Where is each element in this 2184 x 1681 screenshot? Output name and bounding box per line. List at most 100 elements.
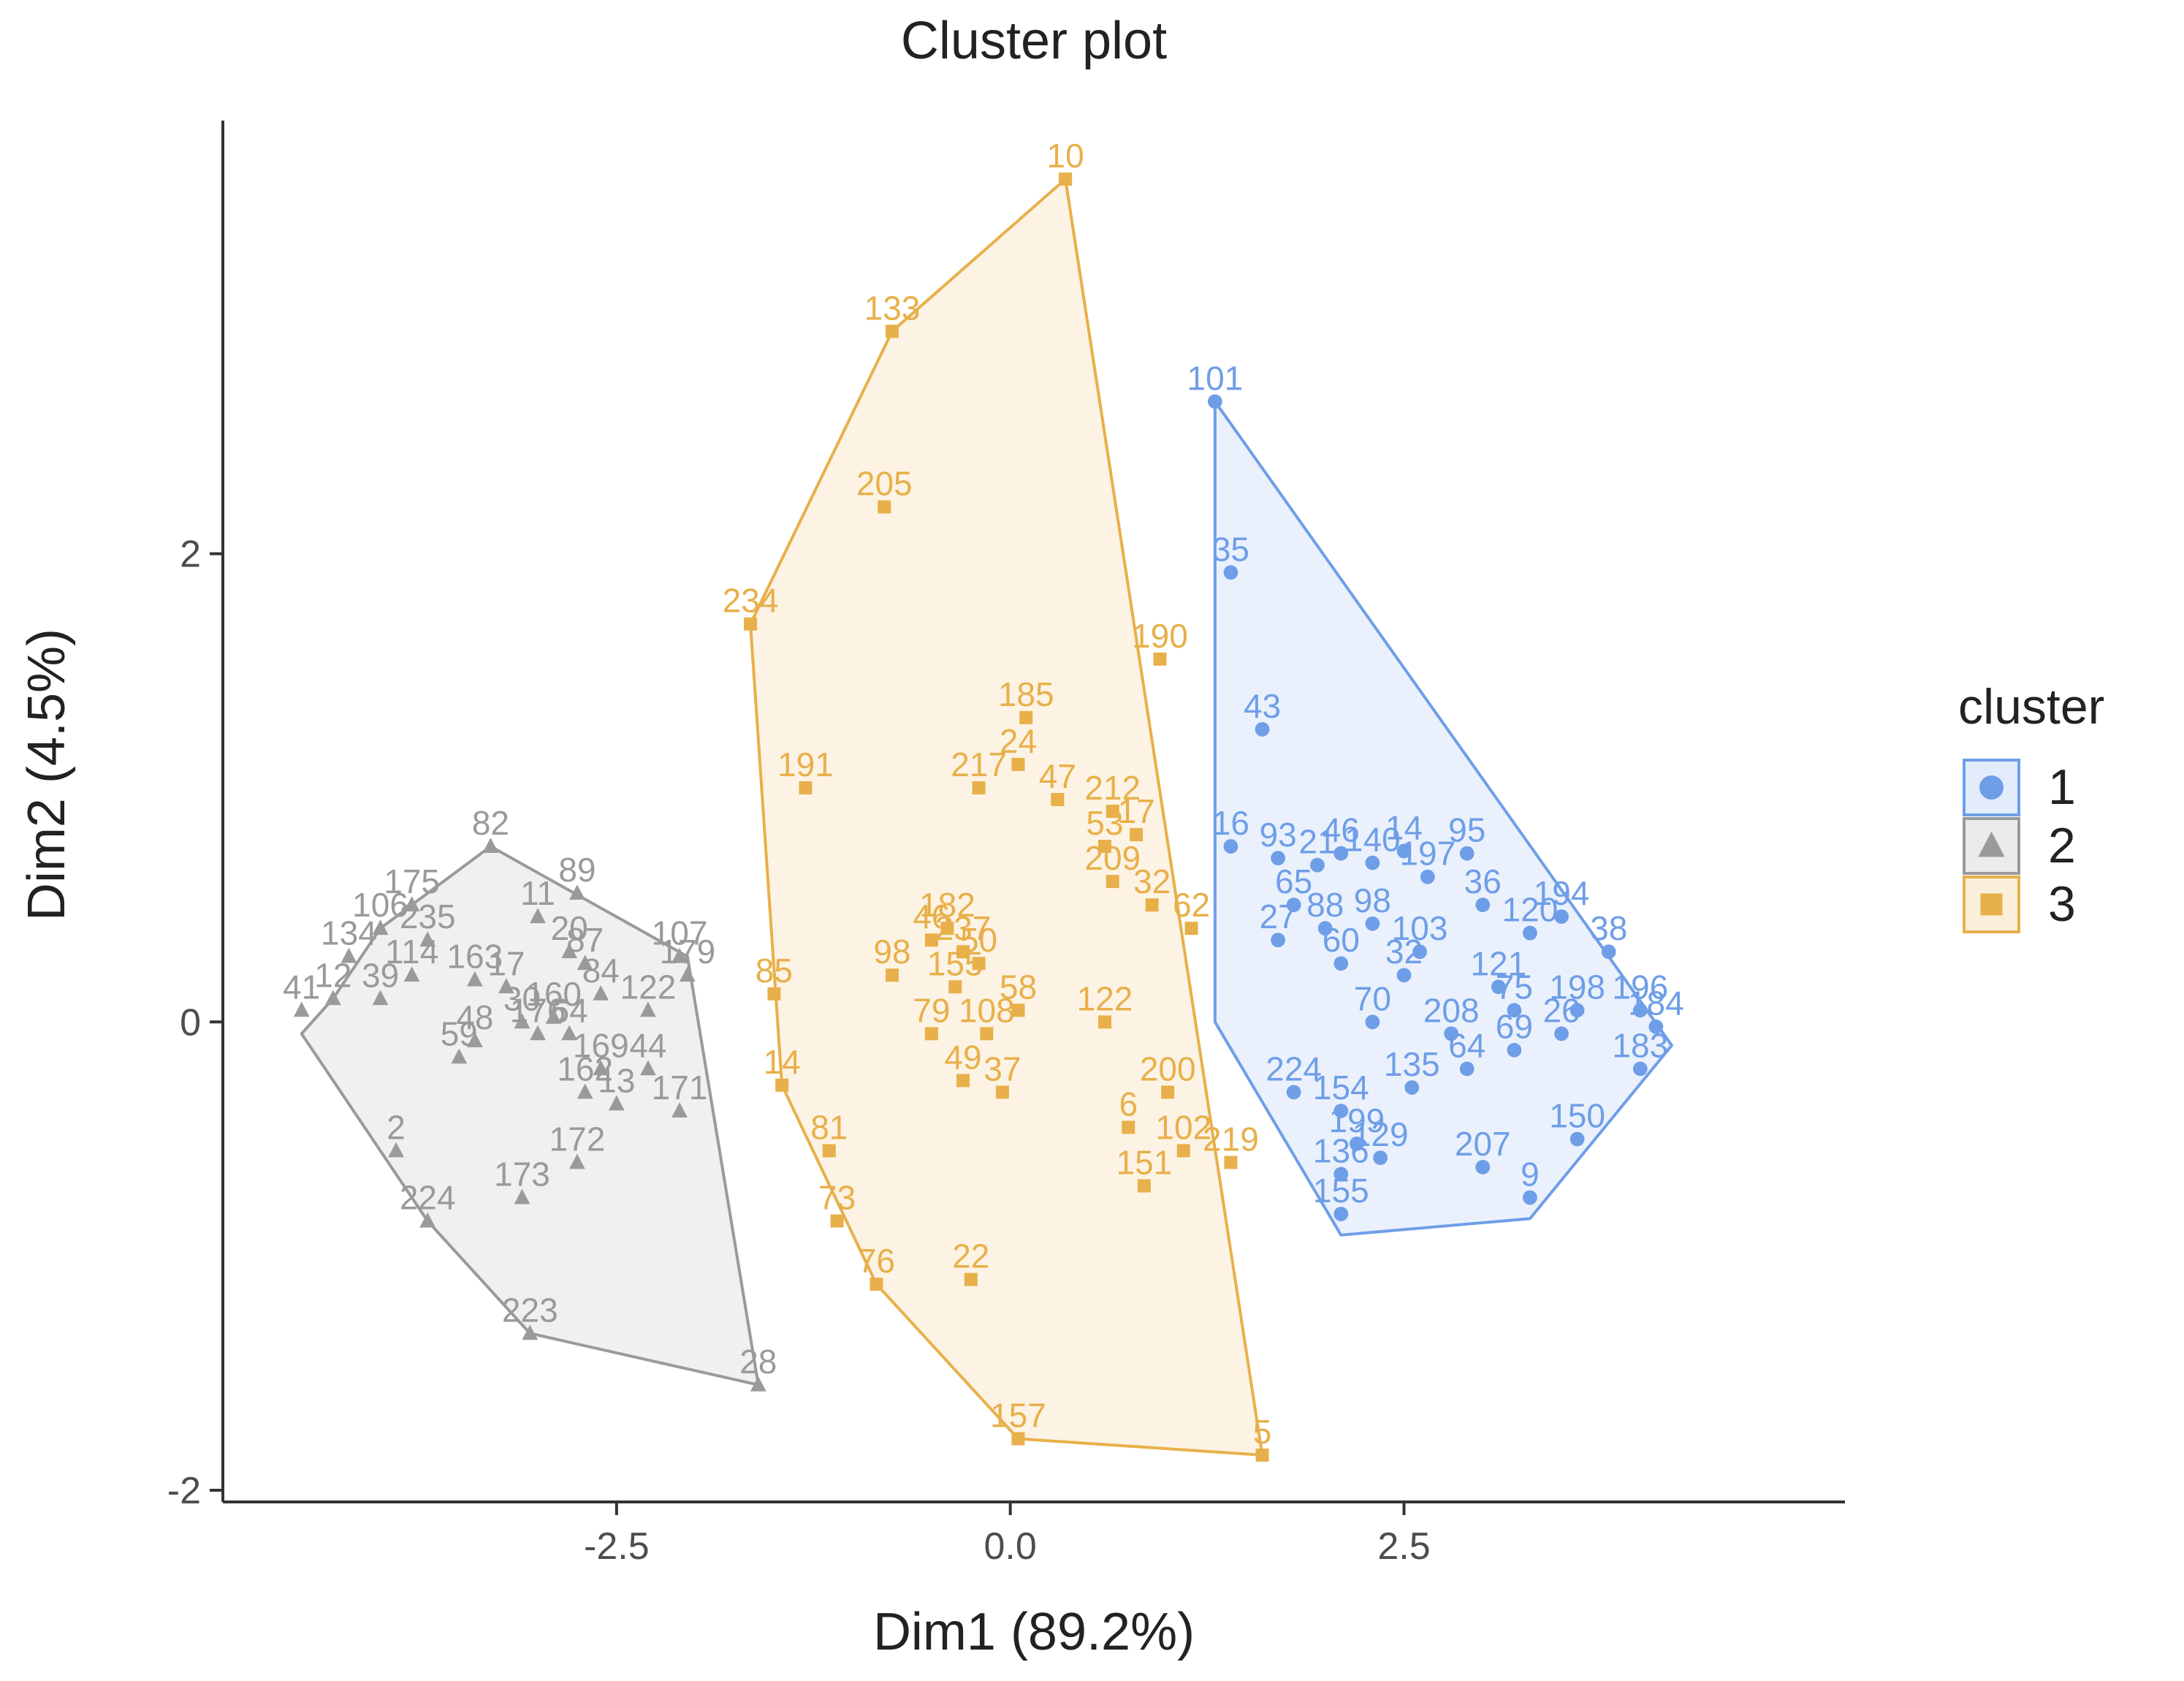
cluster-1-point-label: 208 [1423,991,1480,1029]
cluster-2-point-label: 160 [525,975,582,1013]
legend-label-3: 3 [2048,876,2076,932]
cluster-3-point [886,968,899,982]
cluster-2-point-label: 235 [400,898,456,936]
cluster-1-point [1569,1131,1585,1147]
cluster-3-point [948,980,962,994]
x-tick-label: -2.5 [584,1525,650,1568]
cluster-1-point [1286,898,1301,913]
cluster-1-point-label: 198 [1549,968,1605,1006]
cluster-2-point [679,966,696,982]
cluster-3-point [1255,1448,1269,1462]
cluster-2-point-label: 114 [385,933,438,971]
cluster-1-point [1365,855,1380,870]
cluster-3-point [956,945,970,959]
data-points [293,172,1664,1462]
cluster-1-point-label: 207 [1455,1125,1511,1163]
cluster-2-point-label: 107 [652,914,708,952]
cluster-1-point-label: 75 [1496,968,1533,1006]
cluster-3-point [1011,1003,1025,1017]
cluster-3-point [1137,1179,1151,1193]
cluster-3-point-label: 10 [1047,137,1084,175]
cluster-2-point-label: 176 [510,991,566,1029]
cluster-3-point-label: 190 [1132,617,1188,655]
cluster-2-point [324,990,341,1006]
cluster-2-point [577,1083,593,1099]
cluster-1-point-label: 32 [1385,933,1423,971]
cluster-1-point [1554,1026,1569,1041]
cluster-2-point [640,1001,656,1017]
cluster-3-point-label: 47 [1039,757,1076,795]
cluster-3-point [924,933,938,947]
cluster-3-point-label: 219 [1203,1120,1259,1158]
cluster-3-point [1011,1432,1025,1446]
cluster-3-point [1176,1144,1190,1158]
cluster-3-point-label: 79 [913,991,950,1029]
cluster-3-point-label: 76 [858,1242,895,1280]
cluster-3-point [1097,840,1111,854]
cluster-1-point [1310,857,1325,873]
cluster-3-point-label: 17 [1118,792,1155,830]
cluster-1-point-label: 95 [1448,811,1485,849]
cluster-1-point [1507,1003,1522,1018]
cluster-1-point [1317,921,1333,936]
cluster-1-point [1207,394,1222,409]
cluster-3-point-label: 151 [1116,1144,1172,1182]
cluster-2-point [451,1048,468,1064]
cluster-1-point [1601,944,1616,960]
cluster-1-point [1271,851,1285,865]
cluster-2-point [577,955,593,971]
legend-label-1: 1 [2048,759,2076,815]
cluster-3-point [1122,1120,1135,1134]
cluster-2-point-label: 179 [659,933,715,971]
cluster-3-point-label: 155 [927,944,983,982]
cluster-2-point [569,884,585,900]
cluster-2-point-label: 87 [566,921,604,959]
cluster-1-point [1475,898,1491,913]
cluster-1-point [1632,1061,1648,1077]
cluster-2-point-label: 224 [400,1179,456,1217]
cluster-3-point [980,1027,994,1041]
cluster-1-point [1554,909,1569,925]
cluster-3-point [775,1078,789,1092]
cluster-1-point-label: 140 [1344,820,1401,858]
x-axis-ticks: -2.5 0.0 2.5 [584,1502,1431,1568]
cluster-3-point-label: 102 [1155,1108,1211,1146]
cluster-2-point [293,1001,310,1017]
cluster-1-point-label: 103 [1392,909,1448,947]
cluster-1-point [1333,956,1349,971]
cluster-1-point-label: 69 [1496,1008,1533,1046]
cluster-3-point-label: 32 [1133,862,1171,900]
cluster-2-point [372,990,389,1006]
cluster-3-point-label: 191 [777,745,834,783]
y-tick-label: -2 [167,1470,201,1512]
cluster-2-point-label: 11 [520,874,555,912]
cluster-3-point-label: 122 [1077,979,1133,1017]
cluster-2-point-label: 171 [652,1069,708,1107]
cluster-3-point-label: 53 [1086,804,1123,842]
cluster-2-point [388,1142,404,1158]
cluster-1-point-label: 43 [1244,687,1281,725]
cluster-3-point [972,781,986,794]
legend: cluster 123 [1958,679,2104,933]
cluster-2-point-label: 48 [456,998,493,1036]
cluster-3-point-label: 50 [960,921,997,959]
cluster-2-point-label: 41 [283,968,320,1006]
cluster-2-point [593,984,609,1001]
cluster-1-point-label: 224 [1266,1050,1322,1088]
cluster-1-point-label: 93 [1259,816,1296,854]
cluster-1-point-label: 14 [1385,808,1423,846]
cluster-1-point [1404,1080,1420,1095]
cluster-1-point-label: 65 [1275,862,1312,900]
cluster-1-point [1349,1136,1364,1151]
cluster-3-point [1011,757,1025,771]
cluster-1-point [1333,1104,1349,1118]
cluster-1-point-label: 46 [1323,811,1360,849]
cluster-1-point-label: 184 [1628,984,1684,1022]
cluster-1-point-label: 9 [1521,1156,1540,1194]
cluster-2-point-label: 172 [549,1120,606,1158]
cluster-3-hull [749,178,1264,1457]
cluster-1-point [1523,925,1537,941]
cluster-2-point-label: 39 [362,956,399,994]
cluster-3-point-label: 133 [864,289,921,327]
cluster-1-point [1223,565,1239,580]
